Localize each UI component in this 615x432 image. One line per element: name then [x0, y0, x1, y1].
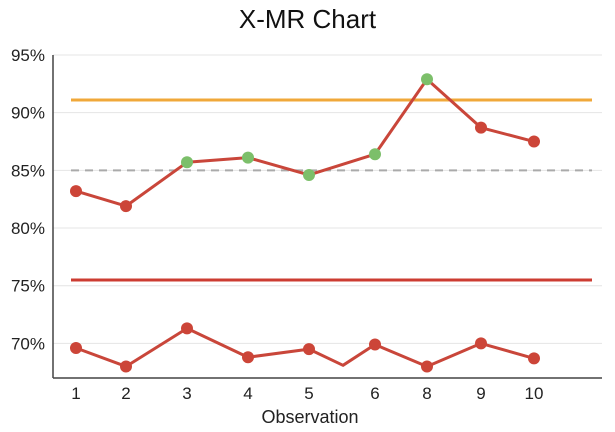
- moving-range-point: [528, 352, 540, 365]
- moving-range-point: [303, 343, 315, 356]
- x-tick-label: 5: [304, 384, 313, 403]
- y-tick-label: 70%: [11, 334, 45, 353]
- individuals-point: [181, 156, 193, 169]
- x-tick-label: 8: [422, 384, 431, 403]
- individuals-line: [75, 77, 535, 208]
- individuals-point: [528, 135, 540, 148]
- x-tick-label: 10: [525, 384, 544, 403]
- moving-range-point: [369, 338, 381, 351]
- moving-range-point: [421, 360, 433, 373]
- moving-range-point: [475, 337, 487, 350]
- individuals-point: [70, 185, 82, 198]
- x-axis-label: Observation: [261, 407, 358, 427]
- moving-range-point: [70, 342, 82, 355]
- y-tick-label: 75%: [11, 277, 45, 296]
- x-tick-labels: 1 2 3 4 5 6 8 9 10: [71, 384, 543, 403]
- x-tick-label: 4: [243, 384, 252, 403]
- moving-range-point: [181, 322, 193, 335]
- y-tick-label: 90%: [11, 104, 45, 123]
- x-tick-label: 2: [121, 384, 130, 403]
- y-tick-labels: 70% 75% 80% 85% 90% 95%: [11, 46, 45, 353]
- x-tick-label: 3: [182, 384, 191, 403]
- chart-title: X-MR Chart: [238, 4, 377, 34]
- x-tick-label: 6: [370, 384, 379, 403]
- moving-range-point: [120, 360, 132, 373]
- y-tick-label: 95%: [11, 46, 45, 65]
- series-layer: [70, 73, 540, 373]
- moving-range-line: [75, 326, 535, 368]
- moving-range-point: [242, 351, 254, 364]
- individuals-point: [421, 73, 433, 86]
- individuals-point: [120, 200, 132, 213]
- y-tick-label: 80%: [11, 219, 45, 238]
- axes: [52, 55, 602, 379]
- individuals-point: [242, 151, 254, 164]
- individuals-point: [369, 148, 381, 161]
- x-tick-label: 1: [71, 384, 80, 403]
- reference-lines: [71, 98, 592, 282]
- individuals-point: [475, 121, 487, 134]
- x-tick-label: 9: [476, 384, 485, 403]
- individuals-point: [303, 168, 315, 181]
- y-tick-label: 85%: [11, 161, 45, 180]
